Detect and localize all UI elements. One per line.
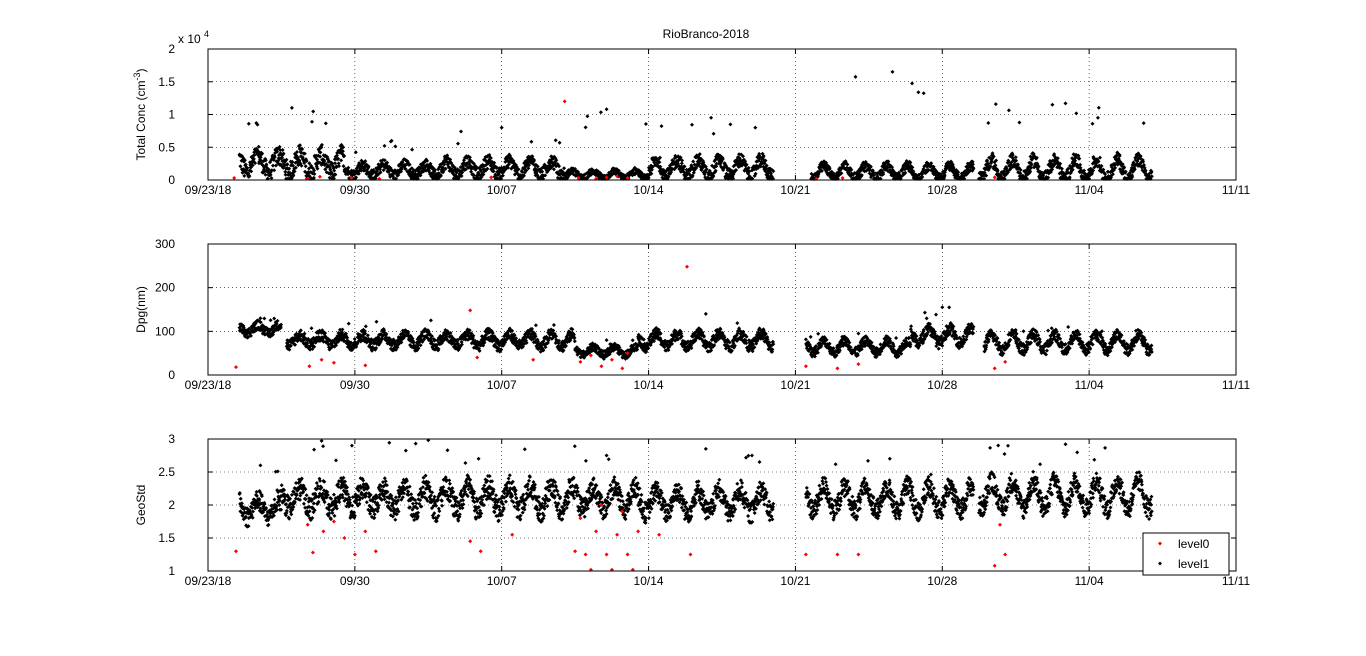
- y-tick-label: 0: [168, 173, 175, 187]
- x-tick-label: 11/11: [1222, 183, 1251, 197]
- y-tick-label: 1.5: [158, 75, 175, 89]
- x-tick-label: 10/28: [927, 183, 957, 197]
- figure-title: RioBranco-2018: [663, 27, 750, 41]
- y-tick-label: 2: [168, 42, 175, 56]
- y-tick-label: 0.5: [158, 140, 175, 154]
- x-tick-label: 11/04: [1075, 183, 1104, 197]
- y-exponent-power: 4: [204, 29, 209, 39]
- y-axis-label-close: ): [134, 68, 148, 72]
- x-tick-label: 10/21: [780, 183, 810, 197]
- x-tick-label: 09/23/18: [185, 183, 232, 197]
- x-tick-label: 10/14: [634, 183, 664, 197]
- y-tick-label: 1: [168, 108, 175, 122]
- x-tick-label: 10/07: [487, 183, 517, 197]
- y-axis-label-text: Total Conc (cm: [134, 80, 148, 160]
- y-axis-label-sup: -3: [132, 72, 142, 80]
- y-axis-label: Total Conc (cm-3): [132, 68, 148, 160]
- y-exponent-prefix: x 10: [178, 32, 201, 46]
- x-tick-label: 09/30: [340, 183, 370, 197]
